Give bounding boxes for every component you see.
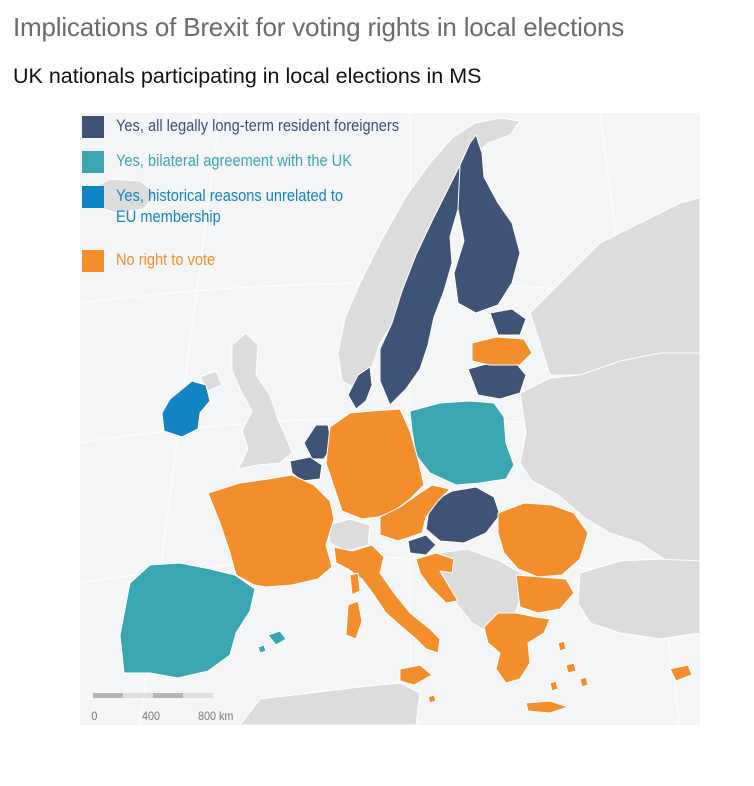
country-slovenia	[407, 534, 437, 556]
country-belgium	[289, 456, 323, 482]
country-czechia-austria	[379, 484, 451, 542]
country-balearics	[257, 630, 287, 654]
page-subtitle: UK nationals participating in local elec…	[13, 64, 482, 88]
legend-label: No right to vote	[116, 250, 216, 269]
scale-segment	[183, 693, 213, 698]
country-greece	[483, 612, 551, 684]
scale-label-400: 400	[142, 709, 161, 723]
country-denmark	[347, 366, 373, 410]
country-switzerland	[327, 518, 371, 552]
map-svg	[80, 113, 700, 725]
scale-bar: 0 400 800 km	[91, 693, 243, 723]
country-aegean-islands	[549, 640, 589, 692]
country-france	[207, 474, 335, 588]
scale-label-0: 0	[91, 709, 98, 723]
scale-segment	[153, 693, 183, 698]
legend-swatch	[82, 186, 104, 208]
country-sicily	[399, 664, 433, 686]
country-crete	[525, 700, 569, 714]
country-bulgaria	[515, 574, 575, 614]
legend-swatch	[82, 151, 104, 173]
country-spain-portugal	[119, 562, 256, 679]
country-cyprus	[669, 664, 693, 682]
country-romania	[497, 502, 589, 578]
country-slovakia-hungary	[425, 486, 501, 544]
country-italy	[333, 544, 441, 654]
country-finland	[453, 134, 521, 314]
all-resident-countries	[289, 134, 527, 556]
country-poland	[409, 400, 515, 486]
country-estonia	[489, 308, 527, 336]
country-turkey	[577, 558, 700, 640]
country-russia-north	[529, 197, 700, 376]
legend-swatch	[82, 116, 104, 138]
legend-label: Yes, all legally long-term resident fore…	[116, 116, 400, 135]
scale-segment	[93, 693, 123, 698]
country-sardinia	[345, 600, 363, 640]
legend-label: Yes, historical reasons unrelated to EU …	[116, 186, 344, 226]
country-lithuania	[467, 362, 527, 400]
country-corsica	[349, 572, 361, 596]
europe-map	[80, 113, 700, 725]
country-north-africa	[239, 682, 421, 725]
country-malta	[427, 694, 437, 704]
page-title: Implications of Brexit for voting rights…	[13, 12, 625, 42]
country-croatia	[415, 552, 459, 604]
country-uk	[231, 332, 293, 470]
no-right-countries	[207, 336, 693, 714]
country-germany	[325, 408, 425, 520]
country-ireland	[161, 380, 211, 438]
country-latvia	[471, 336, 533, 366]
scale-segment	[123, 693, 153, 698]
scale-label-800: 800 km	[197, 709, 234, 723]
legend-swatch	[82, 250, 104, 272]
legend-label: Yes, bilateral agreement with the UK	[116, 151, 352, 170]
